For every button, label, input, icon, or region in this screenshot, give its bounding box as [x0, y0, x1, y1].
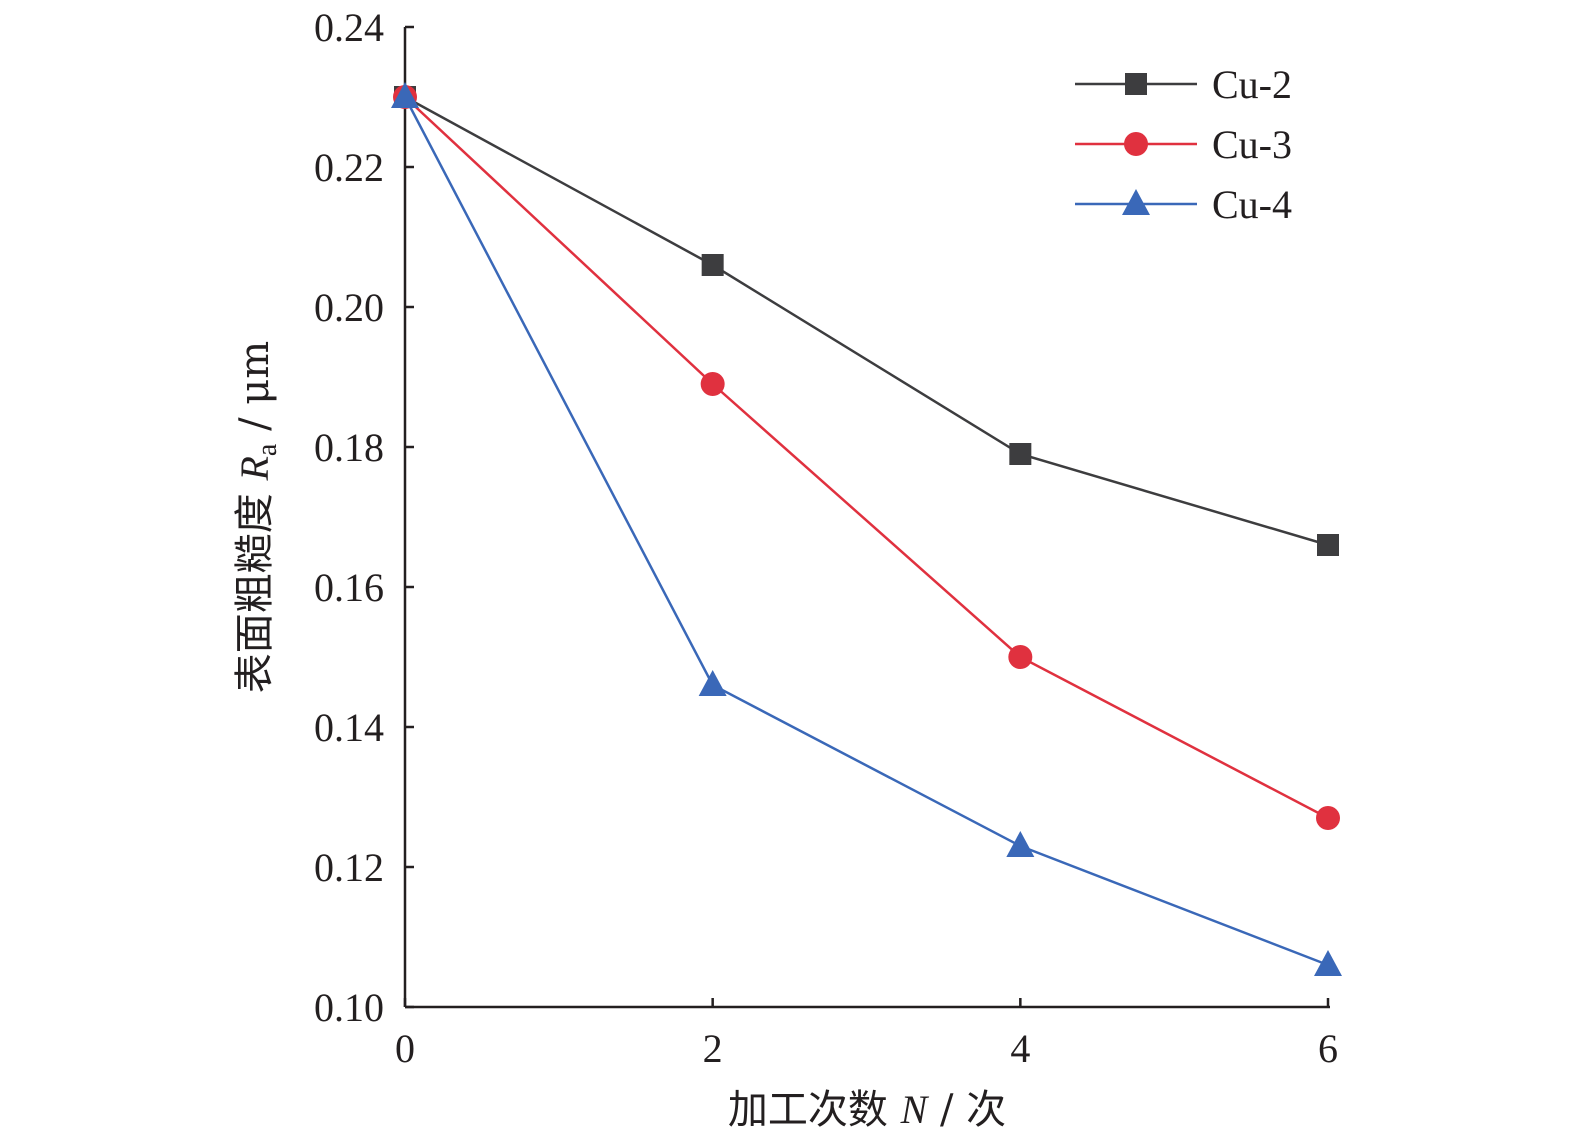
data-point-cu-2 [1009, 443, 1032, 465]
y-tick-label: 0.14 [314, 705, 384, 750]
x-tick-label: 6 [1318, 1026, 1338, 1071]
legend: Cu-2 Cu-3 Cu-4 [1075, 62, 1292, 227]
data-series [391, 82, 1342, 976]
data-point-cu-2 [1317, 534, 1339, 556]
series-cu-4 [391, 82, 1342, 976]
legend-marker-cu-4 [1122, 189, 1150, 215]
data-point-cu-3 [700, 372, 725, 396]
x-tick-label: 2 [703, 1026, 723, 1071]
x-tick-label: 4 [1010, 1026, 1030, 1071]
tick-marks [403, 25, 1330, 1009]
y-axis-title-prefix: 表面粗糙度 [232, 481, 278, 694]
series-line-cu-4 [403, 96, 1329, 967]
x-tick-label: 0 [395, 1026, 415, 1071]
legend-label-cu-4: Cu-4 [1212, 182, 1292, 227]
legend-item-cu-4: Cu-4 [1075, 182, 1292, 227]
legend-item-cu-2: Cu-2 [1075, 62, 1292, 107]
y-tick-label: 0.18 [314, 425, 384, 470]
y-axis-title: 表面粗糙度 Ra / μm [232, 341, 283, 693]
tick-labels: 0.10 0.12 0.14 0.16 0.18 0.20 0.22 0.24 0 2 4 6 [314, 5, 1338, 1071]
data-point-cu-4 [1314, 950, 1342, 976]
y-tick-label: 0.24 [314, 5, 384, 50]
legend-marker-cu-3 [1124, 132, 1148, 156]
data-point-cu-3 [1316, 806, 1340, 830]
y-tick-label: 0.12 [314, 845, 384, 890]
data-point-cu-4 [391, 82, 419, 108]
y-axis-subscript: a [252, 443, 283, 456]
x-axis-symbol: N [900, 1087, 930, 1132]
legend-item-cu-3: Cu-3 [1075, 122, 1292, 167]
x-axis-title-prefix: 加工次数 [728, 1087, 901, 1133]
data-point-cu-4 [698, 670, 727, 696]
axes [403, 27, 1330, 1009]
series-cu-2 [394, 86, 1339, 556]
legend-label-cu-2: Cu-2 [1212, 62, 1292, 107]
y-tick-label: 0.10 [314, 985, 384, 1030]
legend-label-cu-3: Cu-3 [1212, 122, 1292, 167]
y-tick-label: 0.22 [314, 145, 384, 190]
y-tick-label: 0.16 [314, 565, 384, 610]
x-axis-title-suffix: / 次 [927, 1087, 1006, 1133]
y-axis-title-suffix: / μm [232, 341, 278, 444]
series-line-cu-2 [404, 95, 1329, 547]
data-point-cu-4 [1006, 831, 1035, 857]
x-axis-title: 加工次数 N / 次 [728, 1087, 1006, 1133]
y-tick-label: 0.20 [314, 285, 384, 330]
data-point-cu-3 [1008, 645, 1033, 669]
data-point-cu-2 [701, 254, 724, 276]
series-cu-3 [393, 85, 1340, 830]
legend-marker-cu-2 [1125, 73, 1147, 95]
series-line-cu-3 [404, 96, 1329, 820]
y-axis-symbol: R [232, 456, 277, 481]
